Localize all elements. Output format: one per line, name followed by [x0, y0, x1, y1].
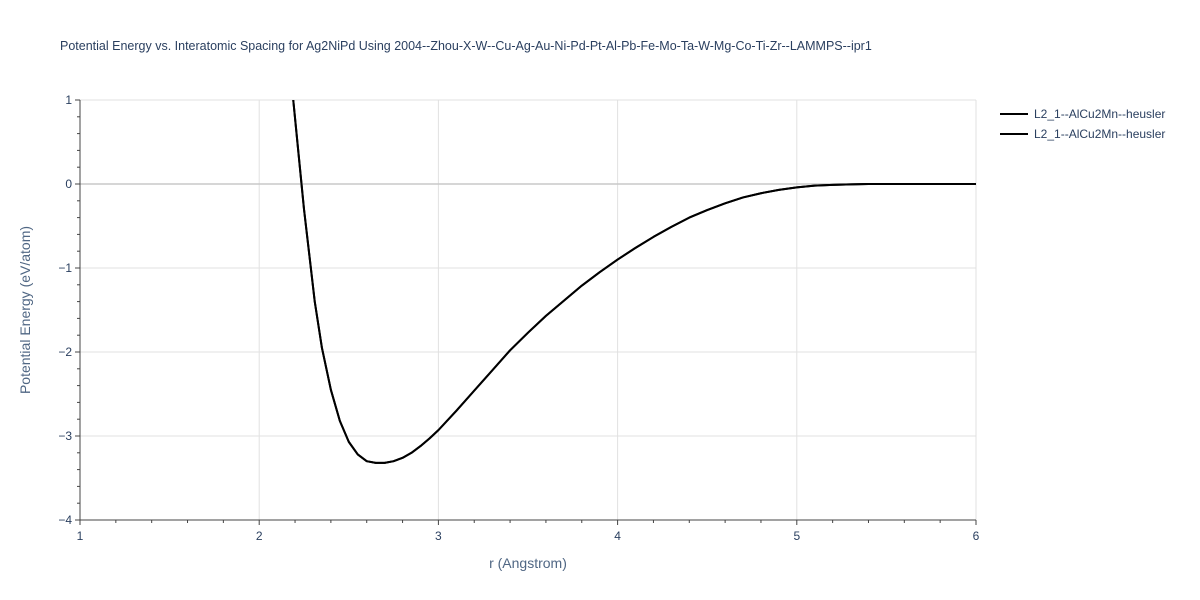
chart-title: Potential Energy vs. Interatomic Spacing…	[60, 39, 872, 53]
y-tick-label: −2	[58, 345, 72, 359]
legend-item[interactable]: L2_1--AlCu2Mn--heusler	[1000, 127, 1165, 141]
y-tick-labels: −4 −3 −2 −1 0 1	[58, 93, 72, 527]
legend-label: L2_1--AlCu2Mn--heusler	[1034, 107, 1165, 121]
x-tick-label: 4	[614, 529, 621, 543]
x-tick-label: 3	[435, 529, 442, 543]
y-tick-label: 1	[65, 93, 72, 107]
x-tick-label: 2	[256, 529, 263, 543]
legend[interactable]: L2_1--AlCu2Mn--heusler L2_1--AlCu2Mn--heu…	[1000, 107, 1165, 141]
legend-item[interactable]: L2_1--AlCu2Mn--heusler	[1000, 107, 1165, 121]
x-axis-title: r (Angstrom)	[489, 555, 567, 571]
x-tick-labels: 1 2 3 4 5 6	[77, 529, 980, 543]
y-tick-label: −3	[58, 429, 72, 443]
legend-label: L2_1--AlCu2Mn--heusler	[1034, 127, 1165, 141]
x-tick-label: 1	[77, 529, 84, 543]
y-axis-title: Potential Energy (eV/atom)	[17, 226, 33, 394]
series-line-2	[292, 100, 976, 464]
axes	[75, 99, 977, 525]
grid-lines	[80, 99, 977, 520]
plot-lines	[292, 100, 976, 464]
y-tick-label: −4	[58, 513, 72, 527]
x-tick-label: 5	[793, 529, 800, 543]
y-tick-label: −1	[58, 261, 72, 275]
x-tick-label: 6	[973, 529, 980, 543]
y-tick-label: 0	[65, 177, 72, 191]
